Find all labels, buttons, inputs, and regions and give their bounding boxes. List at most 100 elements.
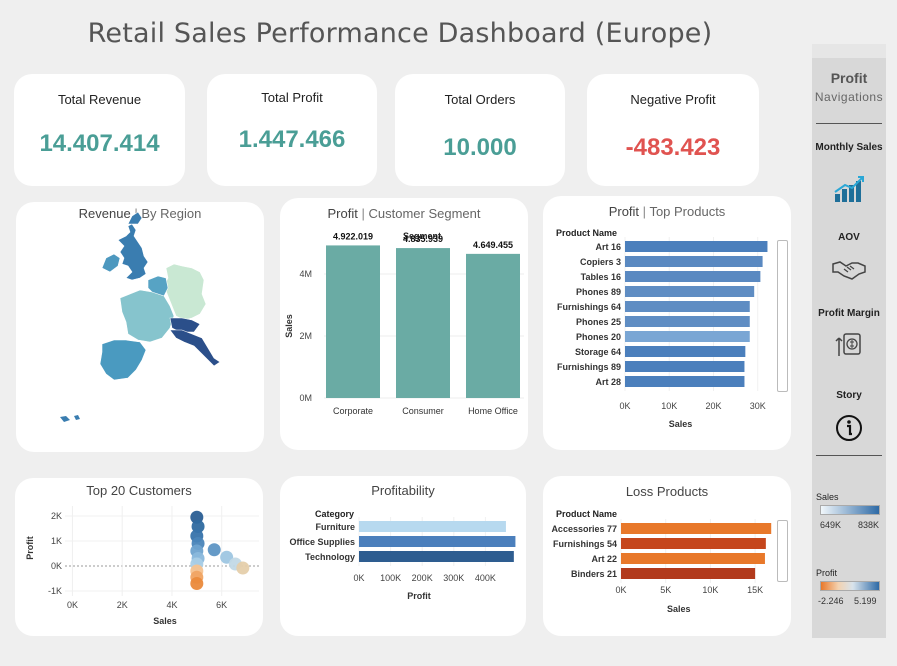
legend-max: 5.199 <box>854 596 877 606</box>
nav-item-aov[interactable]: AOV <box>812 232 886 288</box>
kpi-card-total-profit: Total Profit 1.447.466 <box>207 74 377 186</box>
bar[interactable] <box>625 256 763 267</box>
top-products-bar-chart[interactable]: Product Name 0K 10K 20K 30K Art 16 Copiers 3 Ta… <box>543 196 791 450</box>
category-label: Furnishings 89 <box>557 362 621 372</box>
x-tick-label: 5K <box>660 585 671 595</box>
profitability-bar-chart[interactable]: Category 0K 100K 200K 300K 400K Furniture Offic… <box>280 476 526 636</box>
map-region-italy[interactable] <box>169 329 221 367</box>
nav-item-label: AOV <box>838 232 860 243</box>
kpi-value: 14.407.414 <box>39 130 160 157</box>
chart-header: Product Name <box>556 228 617 238</box>
profit-customer-segment-card: Profit | Customer Segment Segment 0M 2M 4M S… <box>280 198 528 450</box>
kpi-label: Total Revenue <box>57 92 142 107</box>
bar[interactable] <box>625 241 768 252</box>
bar[interactable] <box>359 521 506 532</box>
bar-value-label: 4.835.939 <box>403 234 443 244</box>
card-title: Profitability <box>371 483 435 498</box>
map-region-france[interactable] <box>119 289 175 343</box>
map-region-scandinavia[interactable] <box>127 211 143 225</box>
kpi-card-total-orders: Total Orders 10.000 <box>395 74 565 186</box>
europe-map[interactable] <box>16 202 264 452</box>
nav-item-label: Monthly Sales <box>815 142 883 153</box>
card-title: Profit | Top Products <box>543 204 791 219</box>
card-title-sub: Customer Segment <box>368 206 481 221</box>
map-region-uk[interactable] <box>117 223 149 281</box>
sidebar-subtitle: Navigations <box>814 90 884 104</box>
sales-color-legend: Sales 649K 838K <box>812 492 886 536</box>
segment-bar-chart[interactable]: Segment 0M 2M 4M Sales 4.922.019 Corporate 4.83… <box>280 198 528 450</box>
bar[interactable] <box>621 523 772 534</box>
segment-bar[interactable] <box>396 248 450 398</box>
bar[interactable] <box>625 301 750 312</box>
x-tick-label: 15K <box>747 585 763 595</box>
map-region-benelux[interactable] <box>147 275 169 297</box>
x-tick-label: 2K <box>117 600 128 610</box>
nav-item-story[interactable]: Story <box>812 390 886 450</box>
bar[interactable] <box>621 553 765 564</box>
nav-item-monthly-sales[interactable]: Monthly Sales <box>812 142 886 214</box>
loss-products-scrollbar[interactable] <box>777 520 788 582</box>
category-label: Art 28 <box>595 377 621 387</box>
sidebar-title: Profit <box>830 70 868 86</box>
map-region-germany[interactable] <box>163 263 207 321</box>
category-label: Tables 16 <box>581 272 621 282</box>
map-region-islands[interactable] <box>60 415 80 422</box>
card-title-main: Profit <box>608 204 640 219</box>
kpi-value: -483.423 <box>625 134 721 161</box>
segment-header: Segment <box>403 231 441 241</box>
scatter-point[interactable] <box>191 520 205 533</box>
sidebar-divider <box>816 455 882 456</box>
category-label: Phones 25 <box>576 317 621 327</box>
bar[interactable] <box>625 361 745 372</box>
category-label: Accessories 77 <box>551 524 617 534</box>
card-title-sep: | <box>361 206 365 221</box>
bar[interactable] <box>359 551 514 562</box>
kpi-label: Total Orders <box>444 92 516 107</box>
scatter-point[interactable] <box>236 561 250 575</box>
bar[interactable] <box>621 538 766 549</box>
card-title: Top 20 Customers <box>86 483 192 498</box>
map-region-iberia[interactable] <box>99 339 147 381</box>
kpi-card-negative-profit: Negative Profit -483.423 <box>587 74 759 186</box>
profit-margin-icon <box>835 333 861 356</box>
card-title-sep: | <box>642 204 647 219</box>
kpi-label: Total Profit <box>261 90 323 105</box>
x-tick-label: 100K <box>380 573 401 583</box>
bar[interactable] <box>625 346 746 357</box>
bar[interactable] <box>625 286 755 297</box>
category-label: Technology <box>305 552 355 562</box>
customers-scatter-chart[interactable]: -1K 0K 1K 2K 0K 2K 4K 6K Profit Sales <box>15 478 263 636</box>
category-label: Storage 64 <box>575 347 621 357</box>
map-region-alps[interactable] <box>169 317 201 333</box>
category-label: Art 16 <box>595 242 621 252</box>
loss-products-bar-chart[interactable]: Product Name 0K 5K 10K 15K Accessories 77 Furn… <box>543 476 791 636</box>
kpi-value: 1.447.466 <box>238 126 346 153</box>
legend-gradient-bar <box>820 505 880 515</box>
x-tick-label: 400K <box>475 573 496 583</box>
category-label: Furniture <box>316 522 356 532</box>
nav-item-label: Story <box>836 390 862 401</box>
page-title: Retail Sales Performance Dashboard (Euro… <box>87 18 713 49</box>
x-tick-label: 10K <box>702 585 718 595</box>
profit-top-products-card: Profit | Top Products Product Name 0K 10K 2… <box>543 196 791 450</box>
bar[interactable] <box>359 536 516 547</box>
bar[interactable] <box>625 271 761 282</box>
bar[interactable] <box>625 376 745 387</box>
category-label: Furnishings 64 <box>557 302 621 312</box>
scatter-point[interactable] <box>190 577 204 590</box>
nav-item-profit-margin[interactable]: Profit Margin <box>812 308 886 368</box>
bar[interactable] <box>621 568 756 579</box>
map-region-ireland[interactable] <box>101 253 121 273</box>
card-title-main: Revenue <box>78 206 131 221</box>
x-tick-label: 30K <box>750 401 766 411</box>
scatter-point[interactable] <box>207 543 221 557</box>
top-products-scrollbar[interactable] <box>777 240 788 392</box>
segment-bar[interactable] <box>466 253 520 398</box>
bar[interactable] <box>625 331 750 342</box>
x-axis-label: Sales <box>669 419 693 429</box>
nav-item-label: Profit Margin <box>818 308 880 319</box>
kpi-value: 10.000 <box>443 134 517 161</box>
segment-bar[interactable] <box>326 245 380 398</box>
x-tick-label: 200K <box>412 573 433 583</box>
bar[interactable] <box>625 316 750 327</box>
